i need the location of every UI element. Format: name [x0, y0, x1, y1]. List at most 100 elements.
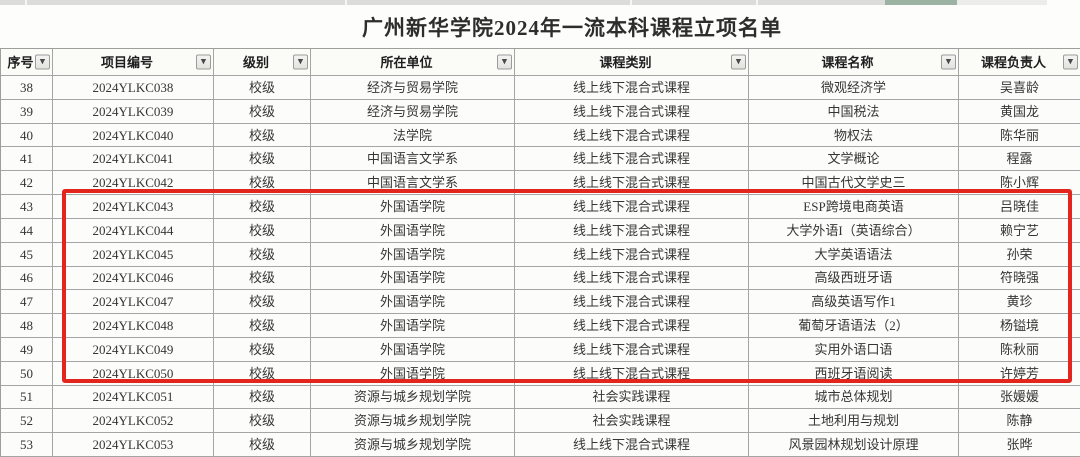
cell-unit[interactable]: 外国语学院 [311, 266, 515, 291]
cell-category[interactable]: 线上线下混合式课程 [515, 433, 749, 457]
cell-category[interactable]: 线上线下混合式课程 [515, 242, 749, 267]
cell-level[interactable]: 校级 [214, 266, 311, 291]
cell-seq[interactable]: 38 [1, 76, 53, 100]
cell-course[interactable]: 实用外语口语 [749, 337, 959, 362]
cell-category[interactable]: 线上线下混合式课程 [515, 337, 749, 362]
cell-leader[interactable]: 吴喜龄 [959, 76, 1080, 100]
header-cell-course[interactable]: 课程名称 ▼ [749, 49, 959, 76]
cell-code[interactable]: 2024YLKC047 [53, 290, 214, 315]
cell-leader[interactable]: 陈静 [959, 409, 1080, 434]
cell-seq[interactable]: 53 [1, 433, 53, 457]
cell-code[interactable]: 2024YLKC052 [53, 409, 214, 434]
cell-code[interactable]: 2024YLKC040 [53, 123, 214, 148]
cell-category[interactable]: 线上线下混合式课程 [515, 147, 749, 172]
cell-seq[interactable]: 42 [1, 171, 53, 196]
cell-seq[interactable]: 47 [1, 290, 53, 315]
cell-course[interactable]: 微观经济学 [749, 76, 959, 100]
cell-level[interactable]: 校级 [214, 195, 311, 219]
cell-code[interactable]: 2024YLKC044 [53, 218, 214, 243]
cell-unit[interactable]: 外国语学院 [311, 314, 515, 338]
cell-leader[interactable]: 符晓强 [959, 266, 1080, 291]
cell-seq[interactable]: 44 [1, 218, 53, 243]
cell-unit[interactable]: 中国语言文学系 [311, 171, 515, 196]
cell-leader[interactable]: 许婷芳 [959, 361, 1080, 386]
cell-code[interactable]: 2024YLKC050 [53, 361, 214, 386]
cell-seq[interactable]: 46 [1, 266, 53, 291]
cell-code[interactable]: 2024YLKC038 [53, 76, 214, 100]
cell-unit[interactable]: 外国语学院 [311, 337, 515, 362]
cell-course[interactable]: 大学外语I（英语综合） [749, 218, 959, 243]
cell-unit[interactable]: 资源与城乡规划学院 [311, 433, 515, 457]
cell-code[interactable]: 2024YLKC045 [53, 242, 214, 267]
cell-category[interactable]: 线上线下混合式课程 [515, 76, 749, 100]
cell-code[interactable]: 2024YLKC043 [53, 195, 214, 219]
cell-level[interactable]: 校级 [214, 242, 311, 267]
cell-level[interactable]: 校级 [214, 361, 311, 386]
cell-course[interactable]: 高级英语写作1 [749, 290, 959, 315]
header-cell-unit[interactable]: 所在单位 ▼ [311, 49, 515, 76]
cell-level[interactable]: 校级 [214, 218, 311, 243]
filter-dropdown-icon[interactable]: ▼ [35, 54, 50, 70]
cell-seq[interactable]: 43 [1, 195, 53, 219]
cell-category[interactable]: 线上线下混合式课程 [515, 171, 749, 196]
cell-course[interactable]: 中国古代文学史三 [749, 171, 959, 196]
cell-seq[interactable]: 48 [1, 314, 53, 338]
cell-course[interactable]: 风景园林规划设计原理 [749, 433, 959, 457]
header-cell-seq[interactable]: 序号 ▼ [1, 49, 53, 76]
cell-category[interactable]: 线上线下混合式课程 [515, 290, 749, 315]
cell-category[interactable]: 线上线下混合式课程 [515, 218, 749, 243]
cell-seq[interactable]: 51 [1, 385, 53, 410]
cell-unit[interactable]: 外国语学院 [311, 218, 515, 243]
cell-unit[interactable]: 资源与城乡规划学院 [311, 409, 515, 434]
cell-leader[interactable]: 张媛媛 [959, 385, 1080, 410]
cell-seq[interactable]: 41 [1, 147, 53, 172]
filter-dropdown-icon[interactable]: ▼ [497, 54, 512, 70]
cell-level[interactable]: 校级 [214, 314, 311, 338]
cell-unit[interactable]: 外国语学院 [311, 242, 515, 267]
header-cell-leader[interactable]: 课程负责人 ▼ [959, 49, 1080, 76]
cell-leader[interactable]: 程露 [959, 147, 1080, 172]
cell-course[interactable]: 葡萄牙语语法（2） [749, 314, 959, 338]
cell-unit[interactable]: 资源与城乡规划学院 [311, 385, 515, 410]
cell-seq[interactable]: 45 [1, 242, 53, 267]
cell-level[interactable]: 校级 [214, 433, 311, 457]
cell-unit[interactable]: 经济与贸易学院 [311, 99, 515, 124]
filter-dropdown-icon[interactable]: ▼ [293, 54, 308, 70]
cell-code[interactable]: 2024YLKC053 [53, 433, 214, 457]
cell-category[interactable]: 线上线下混合式课程 [515, 361, 749, 386]
cell-level[interactable]: 校级 [214, 123, 311, 148]
header-cell-code[interactable]: 项目编号 ▼ [53, 49, 214, 76]
filter-dropdown-icon[interactable]: ▼ [1063, 54, 1078, 70]
cell-course[interactable]: 文学概论 [749, 147, 959, 172]
cell-course[interactable]: 土地利用与规划 [749, 409, 959, 434]
cell-leader[interactable]: 陈小辉 [959, 171, 1080, 196]
cell-seq[interactable]: 39 [1, 99, 53, 124]
cell-course[interactable]: 城市总体规划 [749, 385, 959, 410]
cell-category[interactable]: 线上线下混合式课程 [515, 99, 749, 124]
cell-category[interactable]: 社会实践课程 [515, 409, 749, 434]
cell-code[interactable]: 2024YLKC042 [53, 171, 214, 196]
cell-level[interactable]: 校级 [214, 76, 311, 100]
cell-course[interactable]: 高级西班牙语 [749, 266, 959, 291]
cell-leader[interactable]: 赖宁艺 [959, 218, 1080, 243]
cell-level[interactable]: 校级 [214, 290, 311, 315]
filter-dropdown-icon[interactable]: ▼ [196, 54, 211, 70]
cell-seq[interactable]: 40 [1, 123, 53, 148]
cell-code[interactable]: 2024YLKC051 [53, 385, 214, 410]
cell-category[interactable]: 线上线下混合式课程 [515, 314, 749, 338]
cell-level[interactable]: 校级 [214, 171, 311, 196]
cell-level[interactable]: 校级 [214, 99, 311, 124]
cell-course[interactable]: 物权法 [749, 123, 959, 148]
cell-unit[interactable]: 外国语学院 [311, 195, 515, 219]
cell-code[interactable]: 2024YLKC041 [53, 147, 214, 172]
cell-category[interactable]: 线上线下混合式课程 [515, 266, 749, 291]
cell-level[interactable]: 校级 [214, 337, 311, 362]
cell-seq[interactable]: 49 [1, 337, 53, 362]
filter-dropdown-icon[interactable]: ▼ [941, 54, 956, 70]
cell-leader[interactable]: 黄国龙 [959, 99, 1080, 124]
cell-seq[interactable]: 50 [1, 361, 53, 386]
cell-course[interactable]: ESP跨境电商英语 [749, 195, 959, 219]
cell-level[interactable]: 校级 [214, 409, 311, 434]
filter-dropdown-icon[interactable]: ▼ [731, 54, 746, 70]
cell-leader[interactable]: 吕晓佳 [959, 195, 1080, 219]
